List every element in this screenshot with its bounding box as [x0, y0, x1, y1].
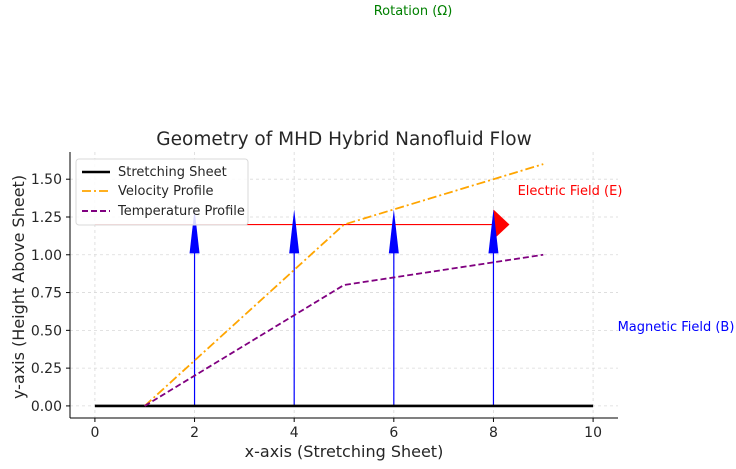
x-tick-label: 2	[190, 425, 199, 441]
chart-title: Geometry of MHD Hybrid Nanofluid Flow	[156, 129, 531, 150]
series-line-temperature-profile	[144, 253, 544, 407]
y-axis-label: y-axis (Height Above Sheet)	[9, 175, 28, 399]
y-tick-label: 1.25	[31, 210, 62, 226]
electric-field-arrowhead	[493, 209, 510, 240]
series	[94, 163, 594, 408]
y-tick-label: 1.00	[31, 248, 62, 264]
magnetic-field-arrowhead	[488, 209, 499, 254]
y-tick-label: 0.00	[31, 399, 62, 415]
x-tick-label: 8	[489, 425, 498, 441]
magnetic-field-arrows	[189, 209, 499, 406]
y-tick-label: 0.75	[31, 286, 62, 302]
y-tick-label: 1.50	[31, 172, 62, 188]
x-tick-label: 10	[584, 425, 602, 441]
legend-label-velocity-profile: Velocity Profile	[118, 184, 214, 199]
electric-field-annotation: Electric Field (E)	[518, 184, 623, 199]
y-tick-label: 0.50	[31, 323, 62, 339]
legend-label-stretching-sheet: Stretching Sheet	[118, 165, 227, 180]
x-tick-label: 4	[290, 425, 299, 441]
series-line-velocity-profile	[144, 163, 544, 407]
ticks: 0 2 4 6 8 10 0.00 0.25 0.50 0.75 1.00 1.25 1.50	[31, 172, 602, 441]
x-tick-label: 0	[90, 425, 99, 441]
y-tick-label: 0.25	[31, 361, 62, 377]
axes	[69, 152, 618, 419]
magnetic-field-arrowhead	[289, 209, 300, 254]
magnetic-field-arrowhead	[189, 209, 200, 254]
legend-box	[75, 158, 249, 226]
legend-label-temperature-profile: Temperature Profile	[117, 204, 245, 219]
x-axis-label: x-axis (Stretching Sheet)	[245, 442, 444, 461]
magnetic-field-arrowhead	[388, 209, 399, 254]
magnetic-field-annotation: Magnetic Field (B)	[618, 320, 735, 335]
x-tick-label: 6	[389, 425, 398, 441]
rotation-annotation: Rotation (Ω)	[374, 4, 453, 19]
legend: Stretching Sheet Velocity Profile Temper…	[75, 158, 249, 226]
